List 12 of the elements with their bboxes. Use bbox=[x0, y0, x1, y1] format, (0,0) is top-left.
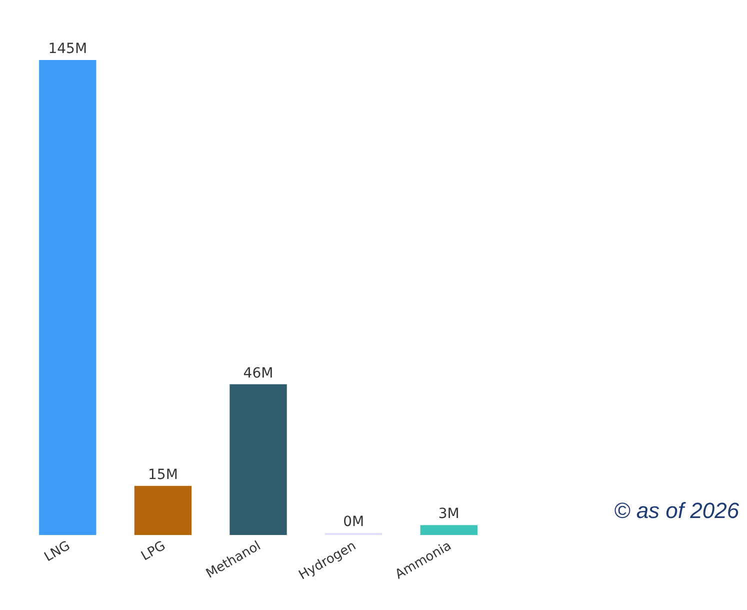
data-label: 46M bbox=[243, 365, 274, 382]
data-label: 145M bbox=[48, 41, 88, 57]
bar bbox=[134, 486, 192, 535]
data-label: 15M bbox=[148, 466, 178, 483]
text: © as of 2026 bbox=[614, 498, 740, 523]
bar bbox=[420, 525, 478, 535]
x-tick-label: LPG bbox=[138, 538, 168, 564]
data-label: 0M bbox=[343, 514, 364, 530]
data-label: 3M bbox=[438, 506, 460, 522]
bar bbox=[230, 384, 287, 535]
x-tick-label: LNG bbox=[42, 538, 73, 566]
bar bbox=[39, 60, 96, 535]
